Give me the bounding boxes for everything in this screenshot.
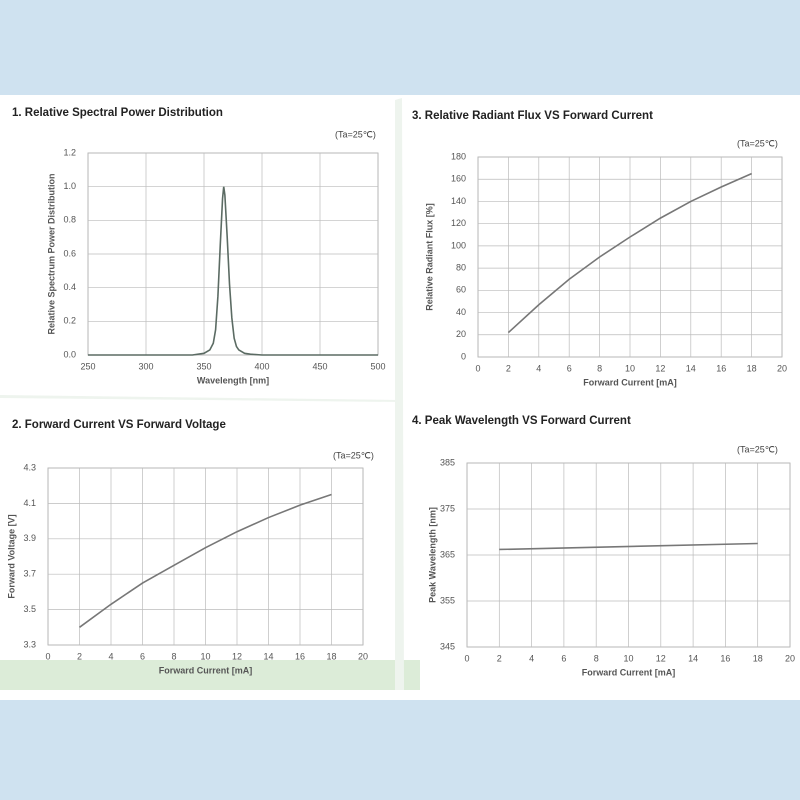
y-tick-label: 3.7	[23, 569, 36, 579]
x-tick-label: 4	[536, 363, 541, 373]
y-tick-label: 140	[451, 196, 466, 206]
y-tick-label: 180	[451, 151, 466, 161]
y-tick-label: 4.1	[23, 498, 36, 508]
x-tick-label: 16	[716, 363, 726, 373]
x-tick-label: 8	[594, 653, 599, 663]
x-tick-label: 18	[753, 653, 763, 663]
x-tick-label: 2	[506, 363, 511, 373]
y-tick-label: 3.3	[23, 639, 36, 649]
annotation: (Ta=25℃)	[737, 138, 778, 148]
x-tick-label: 6	[561, 653, 566, 663]
x-tick-label: 0	[45, 651, 50, 661]
y-tick-label: 0.0	[63, 349, 76, 359]
x-tick-label: 12	[655, 363, 665, 373]
x-tick-label: 20	[777, 363, 787, 373]
x-tick-label: 18	[747, 363, 757, 373]
x-tick-label: 350	[196, 361, 211, 371]
annotation: (Ta=25℃)	[737, 444, 778, 454]
x-tick-label: 14	[263, 651, 273, 661]
chart-title: 4. Peak Wavelength VS Forward Current	[412, 415, 631, 427]
x-tick-label: 0	[475, 363, 480, 373]
y-axis-label: Relative Radiant Flux [%]	[424, 203, 434, 311]
y-tick-label: 40	[456, 307, 466, 317]
green-tint	[0, 660, 420, 690]
line	[88, 186, 378, 356]
x-tick-label: 250	[80, 361, 95, 371]
x-tick-label: 4	[108, 651, 113, 661]
line	[79, 493, 332, 628]
x-tick-label: 500	[370, 361, 385, 371]
y-tick-label: 365	[440, 549, 455, 559]
x-tick-label: 400	[254, 361, 269, 371]
y-tick-label: 100	[451, 240, 466, 250]
y-tick-label: 3.5	[23, 604, 36, 614]
x-tick-label: 14	[688, 653, 698, 663]
x-tick-label: 18	[326, 651, 336, 661]
x-tick-label: 6	[140, 651, 145, 661]
x-tick-label: 10	[200, 651, 210, 661]
chart-title: 3. Relative Radiant Flux VS Forward Curr…	[412, 110, 653, 122]
y-axis-label: Peak Wavelength [nm]	[427, 507, 437, 603]
y-tick-label: 375	[440, 503, 455, 513]
x-axis-label: Forward Current [mA]	[582, 667, 676, 677]
x-tick-label: 4	[529, 653, 534, 663]
y-tick-label: 160	[451, 174, 466, 184]
x-tick-label: 8	[171, 651, 176, 661]
x-tick-label: 10	[625, 363, 635, 373]
y-tick-label: 1.2	[63, 147, 76, 157]
y-tick-label: 385	[440, 457, 455, 467]
x-axis-label: Forward Current [mA]	[159, 665, 253, 675]
y-tick-label: 0	[461, 351, 466, 361]
x-tick-label: 20	[358, 651, 368, 661]
divider	[0, 395, 400, 402]
x-tick-label: 2	[497, 653, 502, 663]
x-tick-label: 450	[312, 361, 327, 371]
y-tick-label: 4.3	[23, 462, 36, 472]
y-axis-label: Forward Voltage [V]	[6, 514, 16, 598]
y-tick-label: 345	[440, 641, 455, 651]
annotation: (Ta=25℃)	[333, 450, 374, 460]
y-tick-label: 3.9	[23, 533, 36, 543]
y-tick-label: 80	[456, 262, 466, 272]
y-tick-label: 1.0	[63, 181, 76, 191]
chart-title: 1. Relative Spectral Power Distribution	[12, 107, 223, 119]
x-tick-label: 12	[656, 653, 666, 663]
y-tick-label: 0.4	[63, 282, 76, 292]
x-tick-label: 6	[567, 363, 572, 373]
y-tick-label: 0.2	[63, 316, 76, 326]
chart-title: 2. Forward Current VS Forward Voltage	[12, 419, 226, 431]
x-tick-label: 8	[597, 363, 602, 373]
y-tick-label: 355	[440, 595, 455, 605]
annotation: (Ta=25℃)	[335, 129, 376, 139]
x-tick-label: 300	[138, 361, 153, 371]
y-tick-label: 0.8	[63, 215, 76, 225]
x-tick-label: 16	[720, 653, 730, 663]
x-axis-label: Forward Current [mA]	[583, 377, 677, 387]
x-axis-label: Wavelength [nm]	[197, 375, 269, 385]
y-tick-label: 0.6	[63, 248, 76, 258]
x-tick-label: 10	[623, 653, 633, 663]
line	[499, 542, 758, 551]
line	[507, 172, 752, 334]
x-tick-label: 14	[686, 363, 696, 373]
x-tick-label: 0	[464, 653, 469, 663]
y-tick-label: 20	[456, 329, 466, 339]
divider	[395, 98, 404, 690]
y-axis-label: Relative Spectrum Power Distribution	[46, 173, 56, 334]
x-tick-label: 20	[785, 653, 795, 663]
x-tick-label: 16	[295, 651, 305, 661]
x-tick-label: 12	[232, 651, 242, 661]
y-tick-label: 120	[451, 218, 466, 228]
y-tick-label: 60	[456, 285, 466, 295]
x-tick-label: 2	[77, 651, 82, 661]
